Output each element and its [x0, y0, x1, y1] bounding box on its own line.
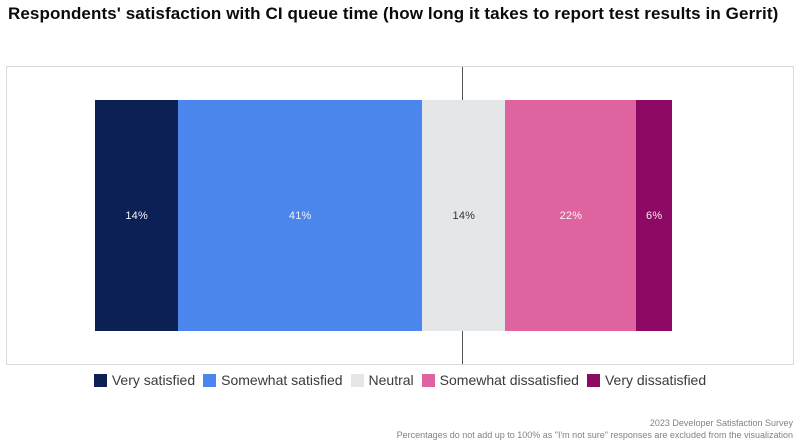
page-title: Respondents' satisfaction with CI queue … [8, 4, 779, 23]
legend-label: Very dissatisfied [604, 372, 707, 388]
legend-swatch-icon [421, 373, 435, 387]
legend-item-very-satisfied: Very satisfied [93, 372, 196, 388]
bar-segment-somewhat-dissatisfied: 22% [505, 100, 637, 331]
bar-segment-value-label: 22% [559, 209, 583, 222]
legend-label: Somewhat dissatisfied [439, 372, 579, 388]
legend-label: Very satisfied [111, 372, 196, 388]
footer-note: Percentages do not add up to 100% as "I'… [396, 429, 793, 440]
bar-segment-value-label: 14% [452, 209, 476, 222]
bar-segment-somewhat-satisfied: 41% [178, 100, 423, 331]
legend-item-somewhat-satisfied: Somewhat satisfied [203, 372, 343, 388]
legend-swatch-icon [93, 373, 107, 387]
legend-swatch-icon [350, 373, 364, 387]
legend-swatch-icon [586, 373, 600, 387]
bar-segment-very-satisfied: 14% [95, 100, 179, 331]
bar-segment-value-label: 6% [646, 209, 663, 222]
bar-segment-value-label: 14% [125, 209, 148, 222]
legend-swatch-icon [203, 373, 217, 387]
legend-label: Somewhat satisfied [221, 372, 343, 388]
bar-segment-value-label: 41% [288, 209, 312, 222]
chart-legend: Very satisfied Somewhat satisfied Neutral S… [0, 372, 800, 388]
legend-item-neutral: Neutral [350, 372, 414, 388]
legend-item-somewhat-dissatisfied: Somewhat dissatisfied [421, 372, 579, 388]
footer-source: 2023 Developer Satisfaction Survey [649, 418, 793, 428]
chart-panel: 14% 41% 14% 22% 6% [6, 66, 794, 365]
bar-segment-very-dissatisfied: 6% [636, 100, 672, 331]
legend-label: Neutral [368, 372, 414, 388]
legend-item-very-dissatisfied: Very dissatisfied [586, 372, 707, 388]
chart-footer: 2023 Developer Satisfaction Survey Perce… [397, 418, 793, 441]
bar-segment-neutral: 14% [422, 100, 506, 331]
stacked-bar: 14% 41% 14% 22% 6% [95, 100, 672, 331]
